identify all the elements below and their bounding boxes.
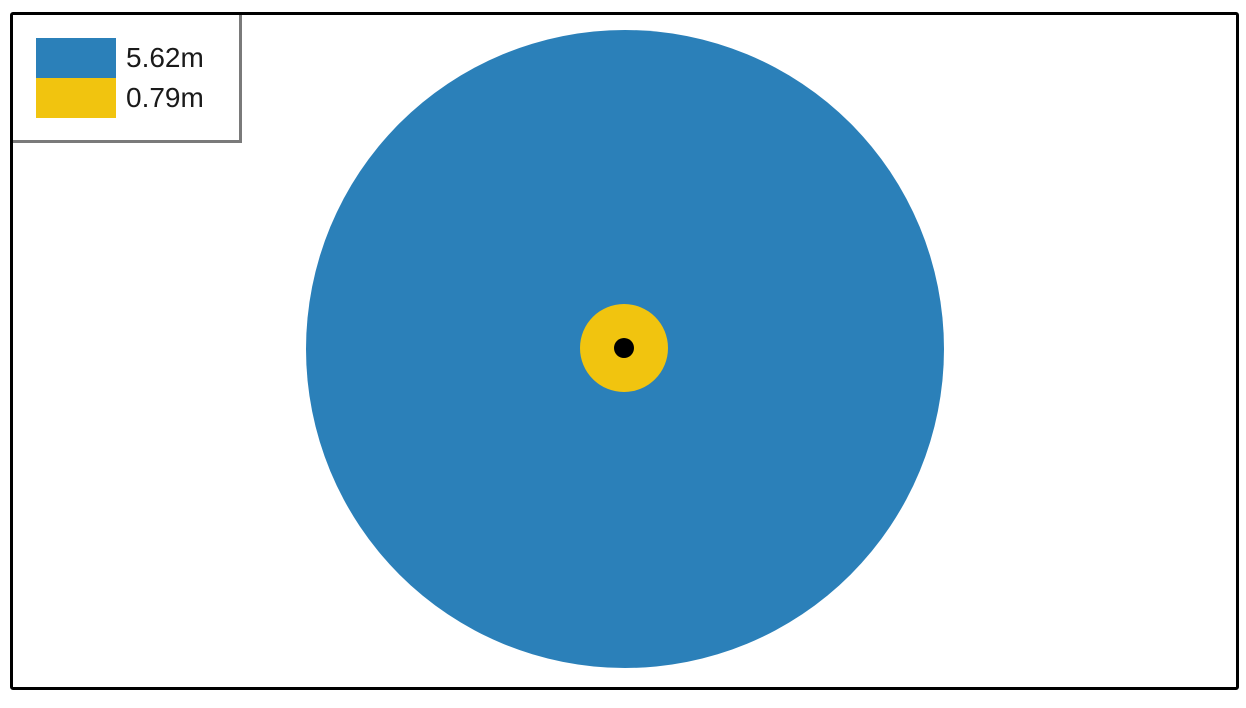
legend-swatch-yellow (36, 78, 116, 118)
legend: 5.62m 0.79m (13, 15, 242, 143)
legend-item-outer: 5.62m (36, 38, 204, 78)
legend-label-outer: 5.62m (126, 42, 204, 73)
legend-item-inner: 0.79m (36, 78, 204, 118)
legend-swatch-blue (36, 38, 116, 78)
legend-label-inner: 0.79m (126, 82, 204, 113)
diagram-frame: 5.62m 0.79m (10, 12, 1239, 690)
center-point-marker (614, 338, 634, 358)
